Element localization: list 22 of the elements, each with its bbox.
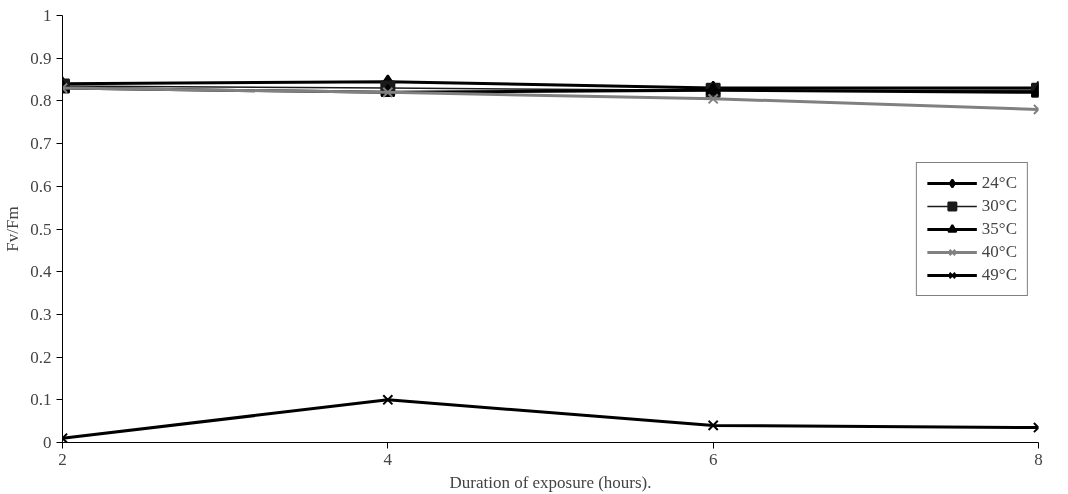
y-tick-label: 0 bbox=[43, 433, 52, 452]
legend-label: 24°C bbox=[981, 172, 1017, 193]
legend-label: 30°C bbox=[981, 195, 1017, 216]
legend-label: 40°C bbox=[981, 241, 1017, 262]
x-tick-label: 6 bbox=[708, 449, 718, 469]
y-tick-label: 0.5 bbox=[30, 219, 52, 239]
y-tick-label: 0.9 bbox=[30, 48, 52, 68]
legend-label: 49°C bbox=[981, 264, 1017, 285]
y-tick-label: 0.4 bbox=[30, 262, 52, 282]
y-tick-label: 0.3 bbox=[30, 304, 52, 324]
x-axis-title: Duration of exposure (hours). bbox=[449, 472, 652, 492]
x-tick-label: 4 bbox=[383, 449, 393, 469]
y-tick-label: 0.2 bbox=[30, 347, 52, 367]
y-axis-title: Fv/Fm bbox=[3, 206, 23, 252]
y-tick-label: 1 bbox=[43, 6, 52, 25]
y-tick-label: 0.8 bbox=[30, 91, 52, 111]
legend-label: 35°C bbox=[981, 218, 1017, 239]
x-tick-label: 8 bbox=[1034, 449, 1043, 469]
y-tick-label: 0.6 bbox=[30, 176, 52, 196]
y-tick-label: 0.7 bbox=[30, 134, 52, 154]
y-tick-label: 0.1 bbox=[30, 390, 52, 410]
x-tick-label: 2 bbox=[58, 449, 67, 469]
